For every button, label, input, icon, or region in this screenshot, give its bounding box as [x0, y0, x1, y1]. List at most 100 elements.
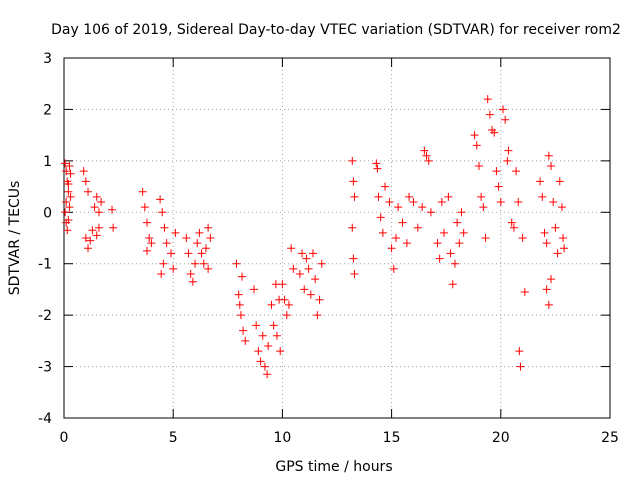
data-point	[197, 249, 206, 258]
data-point	[315, 295, 324, 304]
data-point	[193, 239, 202, 248]
data-point	[450, 259, 459, 268]
data-point	[409, 198, 418, 206]
data-point	[515, 347, 524, 356]
data-point	[138, 187, 147, 196]
data-point	[373, 164, 382, 173]
data-point	[256, 357, 265, 366]
data-point	[538, 192, 547, 201]
y-tick-label: 1	[43, 154, 52, 170]
data-point	[496, 198, 505, 206]
y-tick-label: 2	[43, 102, 52, 118]
data-point	[108, 205, 117, 214]
y-tick-label: 0	[43, 205, 52, 221]
data-point	[420, 146, 429, 155]
data-point	[317, 259, 326, 268]
data-point	[398, 218, 407, 227]
data-point	[481, 234, 490, 242]
data-points	[61, 95, 569, 379]
data-point	[348, 156, 357, 165]
data-point	[542, 285, 551, 294]
data-point	[186, 270, 195, 278]
data-point	[97, 198, 106, 206]
data-point	[426, 208, 435, 217]
data-point	[241, 336, 250, 345]
y-tick-label: -1	[38, 257, 52, 273]
data-point	[300, 285, 309, 294]
data-point	[514, 198, 523, 206]
grid-lines	[64, 58, 610, 418]
data-point	[92, 192, 101, 201]
data-point	[252, 321, 261, 330]
data-point	[239, 326, 248, 335]
data-point	[304, 264, 313, 273]
data-point	[88, 226, 97, 235]
data-point	[498, 105, 507, 114]
data-point	[142, 218, 151, 227]
data-point	[444, 192, 453, 201]
data-point	[440, 228, 449, 237]
data-point	[92, 231, 101, 240]
data-point	[479, 203, 488, 212]
data-point	[65, 203, 74, 212]
data-point	[512, 167, 521, 176]
data-point	[470, 131, 479, 140]
data-point	[62, 167, 71, 176]
data-point	[405, 192, 414, 201]
data-point	[503, 156, 512, 165]
data-point	[518, 234, 527, 242]
data-point	[509, 223, 518, 232]
data-point	[555, 177, 564, 186]
data-point	[289, 264, 298, 273]
data-point	[156, 195, 165, 204]
data-point	[232, 259, 241, 268]
data-point	[455, 239, 464, 248]
data-point	[501, 115, 510, 124]
data-point	[544, 151, 553, 160]
data-point	[199, 259, 208, 268]
data-point	[483, 95, 492, 104]
y-tick-label: -4	[38, 411, 52, 427]
x-tick-label: 10	[273, 430, 291, 446]
data-point	[295, 270, 304, 278]
data-point	[350, 192, 359, 201]
data-point	[267, 300, 276, 309]
x-tick-label: 25	[601, 430, 619, 446]
data-point	[145, 234, 154, 242]
data-point	[536, 177, 545, 186]
x-tick-label: 0	[60, 430, 69, 446]
data-point	[348, 223, 357, 232]
data-point	[553, 249, 562, 258]
data-point	[280, 295, 289, 304]
data-point	[162, 239, 171, 248]
data-point	[61, 159, 70, 168]
y-tick-label: 3	[43, 51, 52, 67]
x-axis-label: GPS time / hours	[275, 459, 392, 475]
data-point	[167, 249, 176, 258]
data-point	[446, 249, 455, 258]
data-point	[381, 182, 390, 191]
data-point	[547, 275, 556, 284]
data-point	[206, 234, 215, 242]
data-point	[453, 218, 462, 227]
y-axis-label: SDTVAR / TECUs	[7, 181, 23, 296]
data-point	[65, 162, 74, 170]
data-point	[308, 249, 317, 258]
axis-ticks	[63, 57, 611, 419]
data-point	[433, 239, 442, 248]
data-point	[520, 288, 529, 296]
data-point	[457, 208, 466, 217]
y-tick-label: -3	[38, 360, 52, 376]
data-point	[142, 246, 151, 255]
data-point	[234, 290, 243, 299]
data-point	[551, 223, 560, 232]
data-point	[311, 275, 320, 284]
data-point	[258, 331, 267, 340]
data-point	[557, 203, 566, 212]
data-point	[272, 331, 281, 340]
data-point	[94, 208, 103, 217]
data-point	[66, 169, 75, 178]
data-point	[62, 198, 71, 206]
data-point	[516, 362, 525, 371]
data-point	[313, 311, 322, 320]
